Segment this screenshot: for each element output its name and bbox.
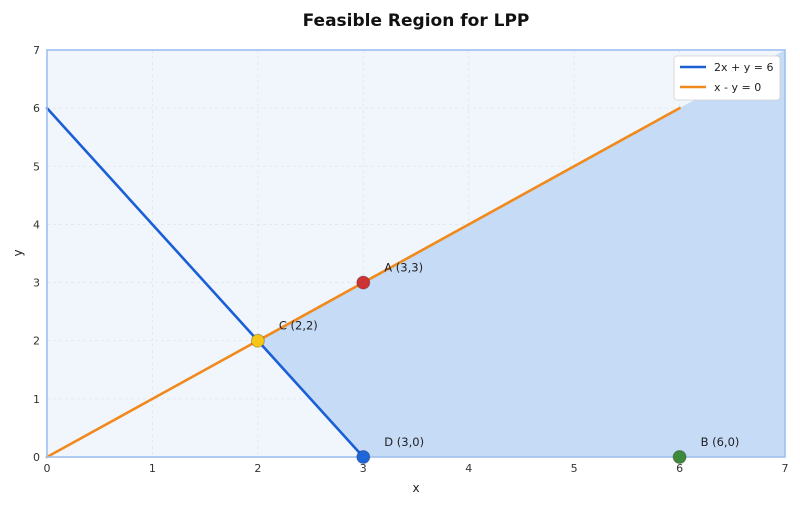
y-tick-label: 2 [33,335,40,348]
corner-point [356,275,371,290]
x-tick-label: 4 [465,462,472,475]
y-tick-label: 6 [33,102,40,115]
y-axis-label: y [11,249,25,256]
legend-label: x - y = 0 [714,81,761,94]
feasible-region [257,50,785,457]
x-tick-label: 1 [149,462,156,475]
legend: 2x + y = 6 x - y = 0 [673,55,781,101]
legend-label: 2x + y = 6 [714,61,773,74]
x-tick-label: 7 [782,462,789,475]
y-tick-label: 1 [33,393,40,406]
corner-point [356,450,371,464]
y-tick-label: 0 [33,451,40,464]
y-tick-label: 3 [33,277,40,290]
y-tick-label: 4 [33,218,40,231]
point-label: A (3,3) [384,261,423,275]
x-tick-label: 5 [571,462,578,475]
point-label: D (3,0) [384,435,424,449]
corner-point [672,450,687,464]
series-line-1 [45,106,365,459]
plot-frame [46,49,786,458]
y-tick-label: 5 [33,160,40,173]
x-axis-label: x [412,481,419,495]
corner-points: A (3,3) B (6,0) C (2,2) D (3,0) [250,261,740,464]
point-label: B (6,0) [701,435,740,449]
x-tick-label: 3 [360,462,367,475]
x-tick-label: 0 [44,462,51,475]
x-tick-label: 6 [676,462,683,475]
y-tick-label: 7 [33,44,40,57]
x-tick-label: 2 [254,462,261,475]
axis-ticks: 0 1 2 3 4 5 6 7 0 1 2 3 4 5 6 7 [33,44,789,475]
point-label: C (2,2) [279,319,318,333]
chart-title: Feasible Region for LPP [303,11,530,31]
corner-point [250,333,265,348]
